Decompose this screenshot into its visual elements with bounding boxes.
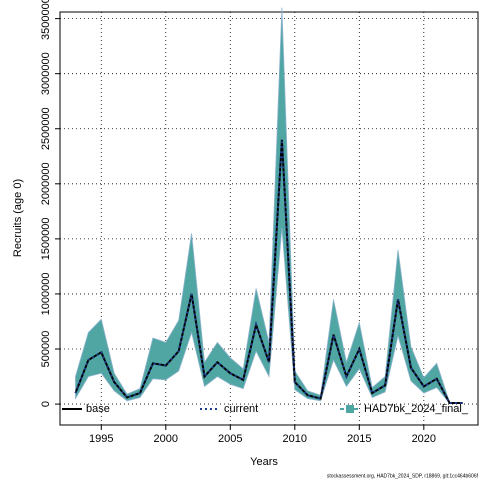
y-tick-label: 1500000 [40, 217, 52, 260]
confidence-band [75, 7, 463, 404]
footnote: stockassessment.org, HAD7bk_2024_SDP, r1… [327, 473, 479, 479]
y-tick-label: 500000 [40, 331, 52, 368]
x-tick-label: 2010 [283, 433, 307, 445]
x-axis-label: Years [250, 456, 278, 468]
legend-label: current [224, 403, 258, 415]
x-tick-label: 2015 [347, 433, 371, 445]
y-tick-label: 3500000 [40, 0, 52, 40]
y-tick-label: 3000000 [40, 52, 52, 95]
series-line [74, 139, 463, 404]
legend-swatch [346, 405, 354, 413]
y-tick-label: 2000000 [40, 162, 52, 205]
y-axis-label: Recruits (age 0) [12, 179, 24, 257]
legend-label: base [86, 403, 110, 415]
x-tick-label: 2000 [154, 433, 178, 445]
plot-frame [59, 11, 479, 426]
x-tick-label: 2005 [218, 433, 242, 445]
y-tick-label: 2500000 [40, 107, 52, 150]
y-tick-label: 1000000 [40, 273, 52, 316]
legend-label: HAD7bk_2024_final_ [364, 403, 469, 415]
x-tick-label: 2020 [412, 433, 436, 445]
x-tick-label: 1995 [89, 433, 113, 445]
y-tick-label: 0 [40, 401, 52, 407]
